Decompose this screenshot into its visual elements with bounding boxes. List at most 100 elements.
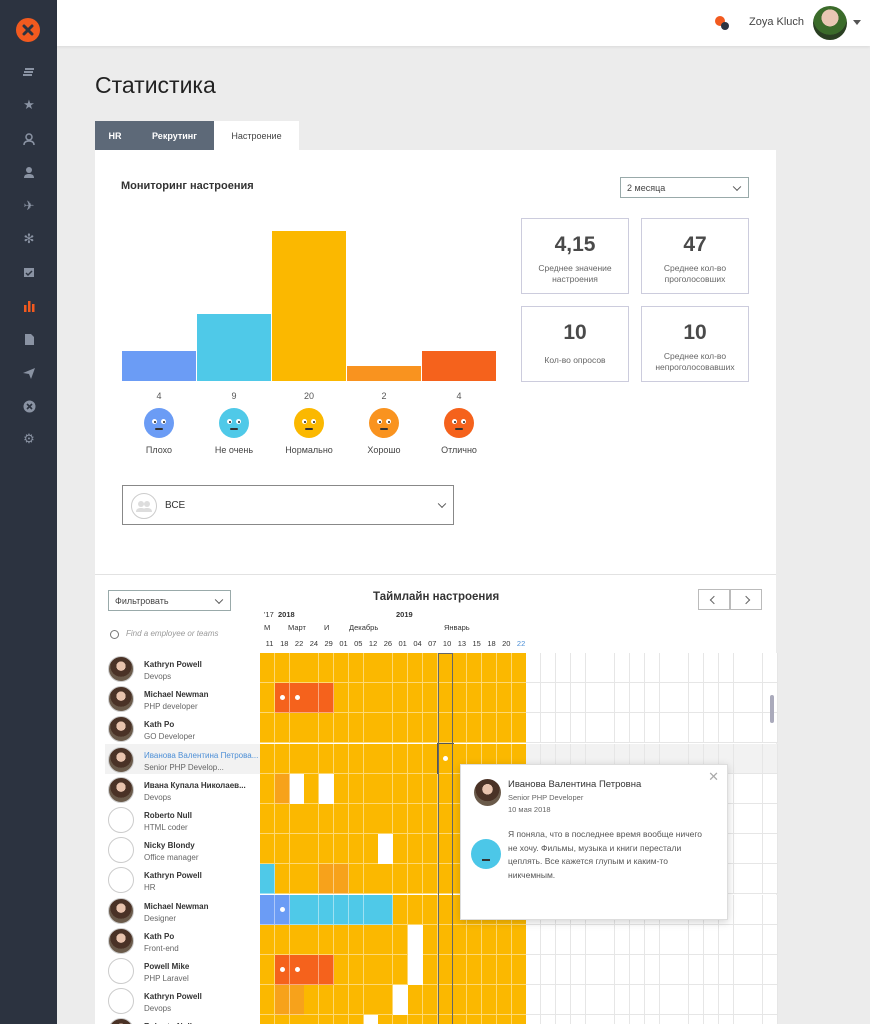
mood-cell[interactable] bbox=[422, 713, 438, 744]
mood-cell[interactable] bbox=[452, 1015, 468, 1024]
employee-row[interactable]: Kathryn Powell Devops bbox=[105, 985, 260, 1015]
mood-cell[interactable] bbox=[319, 834, 335, 865]
comment-dot[interactable] bbox=[279, 906, 285, 912]
mood-cell[interactable] bbox=[289, 743, 305, 774]
mood-cell[interactable] bbox=[378, 713, 394, 744]
mood-cell[interactable] bbox=[393, 713, 409, 744]
comment-dot[interactable] bbox=[294, 695, 300, 701]
mood-cell[interactable] bbox=[408, 924, 423, 955]
mood-cell[interactable] bbox=[260, 653, 275, 683]
mood-cell[interactable] bbox=[422, 773, 438, 804]
close-circle-icon[interactable] bbox=[20, 397, 38, 415]
statistics-icon[interactable] bbox=[20, 297, 38, 315]
mood-cell[interactable] bbox=[496, 985, 512, 1016]
mood-cell[interactable] bbox=[393, 804, 409, 834]
employee-row[interactable]: Powell Mike PHP Laravel bbox=[105, 955, 260, 985]
mood-cell[interactable] bbox=[393, 834, 409, 865]
mood-cell[interactable] bbox=[260, 773, 275, 804]
mood-cell[interactable] bbox=[496, 924, 512, 955]
document-icon[interactable] bbox=[20, 330, 38, 348]
mood-cell[interactable] bbox=[334, 894, 349, 925]
mood-cell[interactable] bbox=[319, 804, 335, 834]
person-icon[interactable] bbox=[20, 130, 38, 148]
mood-cell[interactable] bbox=[422, 743, 438, 774]
mood-cell[interactable] bbox=[393, 743, 409, 774]
mood-cell[interactable] bbox=[482, 1015, 497, 1024]
mood-cell[interactable] bbox=[334, 713, 349, 744]
mood-cell[interactable] bbox=[319, 683, 335, 714]
mood-cell[interactable] bbox=[260, 924, 275, 955]
mood-cell[interactable] bbox=[319, 924, 335, 955]
close-icon[interactable]: ✕ bbox=[708, 769, 719, 784]
mood-cell[interactable] bbox=[378, 834, 394, 865]
user-name[interactable]: Zoya Kluch bbox=[749, 16, 805, 28]
mood-cell[interactable] bbox=[467, 1015, 483, 1024]
mood-cell[interactable] bbox=[393, 773, 409, 804]
mood-cell[interactable] bbox=[408, 683, 423, 714]
mood-cell[interactable] bbox=[422, 653, 438, 683]
mood-cell[interactable] bbox=[260, 985, 275, 1016]
mood-cell[interactable] bbox=[274, 713, 290, 744]
mood-cell[interactable] bbox=[422, 683, 438, 714]
mood-cell[interactable] bbox=[260, 804, 275, 834]
mood-cell[interactable] bbox=[408, 955, 423, 985]
mood-cell[interactable] bbox=[378, 864, 394, 895]
tab-recruiting[interactable]: Рекрутинг bbox=[135, 121, 214, 150]
mood-cell[interactable] bbox=[422, 864, 438, 895]
mood-cell[interactable] bbox=[482, 985, 497, 1016]
mood-cell[interactable] bbox=[334, 773, 349, 804]
mood-cell[interactable] bbox=[378, 894, 394, 925]
mood-cell[interactable] bbox=[422, 924, 438, 955]
mood-cell[interactable] bbox=[363, 1015, 379, 1024]
mood-cell[interactable] bbox=[304, 683, 320, 714]
employee-row[interactable]: Kath Po GO Developer bbox=[105, 713, 260, 743]
mood-cell[interactable] bbox=[363, 985, 379, 1016]
mood-cell[interactable] bbox=[363, 683, 379, 714]
mood-cell[interactable] bbox=[511, 985, 527, 1016]
mood-cell[interactable] bbox=[334, 683, 349, 714]
mood-cell[interactable] bbox=[289, 773, 305, 804]
mood-cell[interactable] bbox=[467, 713, 483, 744]
mood-cell[interactable] bbox=[378, 683, 394, 714]
mood-cell[interactable] bbox=[496, 955, 512, 985]
mood-cell[interactable] bbox=[304, 894, 320, 925]
mood-cell[interactable] bbox=[260, 1015, 275, 1024]
mood-cell[interactable] bbox=[319, 773, 335, 804]
employee-row[interactable]: Kath Po Front-end bbox=[105, 925, 260, 955]
tab-mood[interactable]: Настроение bbox=[214, 121, 299, 150]
mood-cell[interactable] bbox=[393, 985, 409, 1016]
mood-cell[interactable] bbox=[348, 864, 364, 895]
mood-cell[interactable] bbox=[289, 653, 305, 683]
employee-row[interactable]: Michael Newman Designer bbox=[105, 895, 260, 925]
mood-cell[interactable] bbox=[452, 955, 468, 985]
mood-cell[interactable] bbox=[408, 985, 423, 1016]
mood-cell[interactable] bbox=[274, 924, 290, 955]
mood-cell[interactable] bbox=[334, 924, 349, 955]
mood-cell[interactable] bbox=[260, 683, 275, 714]
mood-cell[interactable] bbox=[422, 894, 438, 925]
mood-cell[interactable] bbox=[393, 894, 409, 925]
mood-cell[interactable] bbox=[363, 773, 379, 804]
mood-cell[interactable] bbox=[289, 1015, 305, 1024]
mood-cell[interactable] bbox=[393, 864, 409, 895]
mood-cell[interactable] bbox=[319, 955, 335, 985]
mood-cell[interactable] bbox=[274, 1015, 290, 1024]
employee-row[interactable]: Roberto Null HTML coder bbox=[105, 804, 260, 834]
mood-cell[interactable] bbox=[304, 653, 320, 683]
mood-cell[interactable] bbox=[334, 985, 349, 1016]
mood-cell[interactable] bbox=[363, 804, 379, 834]
employee-row[interactable]: Иванова Валентина Петрова... Senior PHP … bbox=[105, 743, 260, 774]
notification-icon[interactable] bbox=[715, 16, 729, 30]
plane-icon[interactable]: ✈ bbox=[23, 198, 35, 213]
mood-cell[interactable] bbox=[304, 804, 320, 834]
mood-cell[interactable] bbox=[467, 683, 483, 714]
mood-cell[interactable] bbox=[319, 985, 335, 1016]
settings-gear-icon[interactable]: ⚙ bbox=[23, 431, 35, 446]
search-input[interactable]: Find a employee or teams bbox=[126, 629, 219, 638]
mood-cell[interactable] bbox=[363, 713, 379, 744]
mood-cell[interactable] bbox=[511, 653, 527, 683]
mood-cell[interactable] bbox=[289, 924, 305, 955]
mood-cell[interactable] bbox=[496, 1015, 512, 1024]
mood-cell[interactable] bbox=[348, 653, 364, 683]
comment-dot[interactable] bbox=[279, 967, 285, 972]
